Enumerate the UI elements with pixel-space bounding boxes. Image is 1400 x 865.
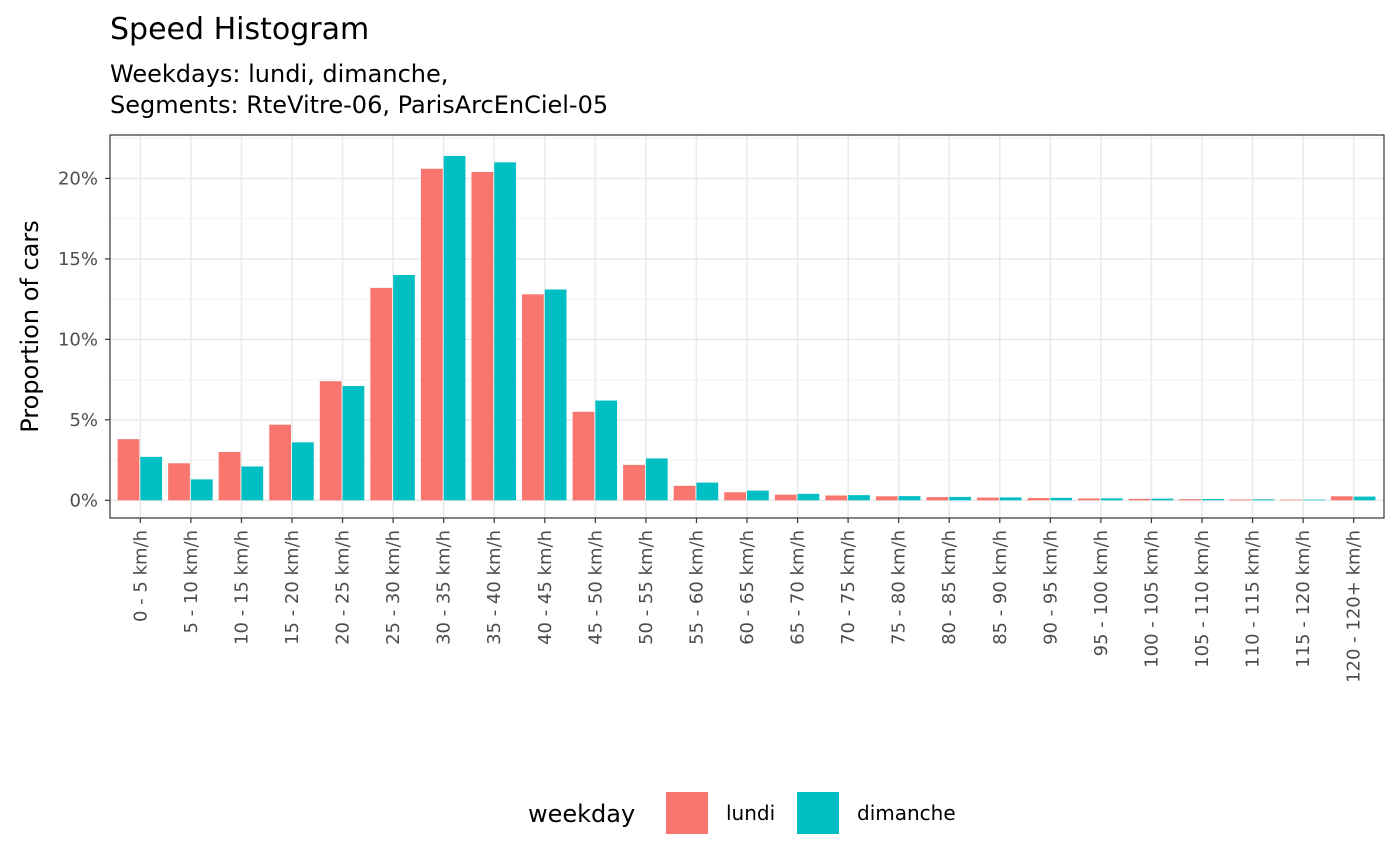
x-tick-label: 100 - 105 km/h <box>1141 530 1162 668</box>
x-tick-label: 55 - 60 km/h <box>686 530 707 645</box>
bar-lundi-13 <box>774 494 797 501</box>
x-tick-label: 35 - 40 km/h <box>484 530 505 645</box>
x-tick-label: 65 - 70 km/h <box>788 530 809 645</box>
y-tick-label: 5% <box>69 410 98 431</box>
x-tick-label: 90 - 95 km/h <box>1040 530 1061 645</box>
x-axis: 0 - 5 km/h 5 - 10 km/h 10 - 15 km/h 15 - 20… <box>130 518 1365 683</box>
x-tick-label: 30 - 35 km/h <box>434 530 455 645</box>
x-tick-label: 115 - 120 km/h <box>1293 530 1314 668</box>
x-tick-label: 75 - 80 km/h <box>889 530 910 645</box>
bar-lundi-1 <box>168 463 190 501</box>
x-tick-label: 20 - 25 km/h <box>333 530 354 645</box>
bar-lundi-2 <box>218 452 241 501</box>
bar-dimanche-13 <box>797 493 820 501</box>
bar-dimanche-7 <box>494 162 516 501</box>
bar-dimanche-12 <box>747 490 769 501</box>
bar-lundi-7 <box>471 172 494 501</box>
bar-lundi-19 <box>1078 498 1100 501</box>
bar-dimanche-4 <box>342 386 365 501</box>
y-axis: 0% 5% 10% 15% 20% <box>58 168 110 511</box>
legend-label-lundi: lundi <box>726 801 775 825</box>
y-tick-label: 0% <box>69 490 98 511</box>
x-tick-label: 80 - 85 km/h <box>939 530 960 645</box>
bar-lundi-20 <box>1128 498 1151 501</box>
bar-lundi-8 <box>522 294 544 501</box>
bar-dimanche-6 <box>443 155 466 501</box>
bar-lundi-24 <box>1330 496 1353 501</box>
x-tick-label: 120 - 120+ km/h <box>1344 530 1365 683</box>
bar-lundi-18 <box>1027 498 1050 501</box>
bar-dimanche-19 <box>1100 498 1123 501</box>
chart-subtitle-line-1: Weekdays: lundi, dimanche, <box>110 60 448 88</box>
bar-lundi-23 <box>1280 499 1303 501</box>
bar-dimanche-2 <box>241 466 264 501</box>
bars <box>117 155 1376 501</box>
x-tick-label: 85 - 90 km/h <box>990 530 1011 645</box>
chart-subtitle-line-2: Segments: RteVitre-06, ParisArcEnCiel-05 <box>110 91 608 119</box>
x-tick-label: 10 - 15 km/h <box>231 530 252 645</box>
x-tick-label: 105 - 110 km/h <box>1192 530 1213 668</box>
x-tick-label: 5 - 10 km/h <box>181 530 202 633</box>
legend: weekday lundi dimanche <box>528 792 956 834</box>
x-tick-label: 40 - 45 km/h <box>535 530 556 645</box>
legend-title: weekday <box>528 800 635 828</box>
bar-dimanche-21 <box>1202 499 1224 501</box>
bar-dimanche-3 <box>292 442 314 501</box>
x-tick-label: 95 - 100 km/h <box>1091 530 1112 656</box>
bar-dimanche-8 <box>544 289 567 501</box>
bar-lundi-15 <box>875 496 898 501</box>
y-tick-label: 20% <box>58 168 98 189</box>
bar-lundi-11 <box>673 485 696 501</box>
bar-dimanche-17 <box>999 497 1022 501</box>
x-tick-label: 110 - 115 km/h <box>1243 530 1264 668</box>
legend-swatch-lundi <box>666 792 708 834</box>
bar-lundi-10 <box>623 464 645 501</box>
y-axis-label: Proportion of cars <box>16 220 44 433</box>
bar-dimanche-18 <box>1050 497 1073 501</box>
bar-lundi-4 <box>319 381 342 501</box>
bar-dimanche-14 <box>848 495 870 501</box>
legend-swatch-dimanche <box>797 792 839 834</box>
bar-dimanche-11 <box>696 482 719 501</box>
bar-lundi-6 <box>420 168 443 501</box>
x-tick-label: 15 - 20 km/h <box>282 530 303 645</box>
legend-label-dimanche: dimanche <box>857 801 956 825</box>
chart-title: Speed Histogram <box>110 12 369 47</box>
bar-lundi-22 <box>1229 499 1252 501</box>
bar-dimanche-24 <box>1353 496 1376 501</box>
x-tick-label: 0 - 5 km/h <box>130 530 151 622</box>
bar-dimanche-22 <box>1252 499 1275 501</box>
bar-dimanche-1 <box>190 479 213 501</box>
bar-dimanche-23 <box>1303 499 1325 501</box>
bar-dimanche-20 <box>1151 498 1174 501</box>
bar-lundi-21 <box>1179 499 1201 501</box>
x-tick-label: 60 - 65 km/h <box>737 530 758 645</box>
y-tick-label: 10% <box>58 329 98 350</box>
bar-dimanche-5 <box>393 275 415 501</box>
bar-lundi-9 <box>572 411 595 501</box>
bar-lundi-0 <box>117 439 140 501</box>
bar-lundi-16 <box>926 497 949 501</box>
x-tick-label: 25 - 30 km/h <box>383 530 404 645</box>
y-tick-label: 15% <box>58 249 98 270</box>
bar-lundi-5 <box>370 287 393 501</box>
x-tick-label: 50 - 55 km/h <box>636 530 657 645</box>
bar-lundi-3 <box>269 424 291 501</box>
bar-dimanche-10 <box>645 458 668 501</box>
bar-dimanche-9 <box>595 400 618 501</box>
bar-lundi-12 <box>724 492 746 501</box>
bar-dimanche-15 <box>898 496 921 501</box>
bar-dimanche-0 <box>140 456 163 501</box>
bar-lundi-14 <box>825 495 848 501</box>
bar-dimanche-16 <box>949 496 971 501</box>
x-tick-label: 70 - 75 km/h <box>838 530 859 645</box>
bar-lundi-17 <box>977 497 999 501</box>
x-tick-label: 45 - 50 km/h <box>585 530 606 645</box>
